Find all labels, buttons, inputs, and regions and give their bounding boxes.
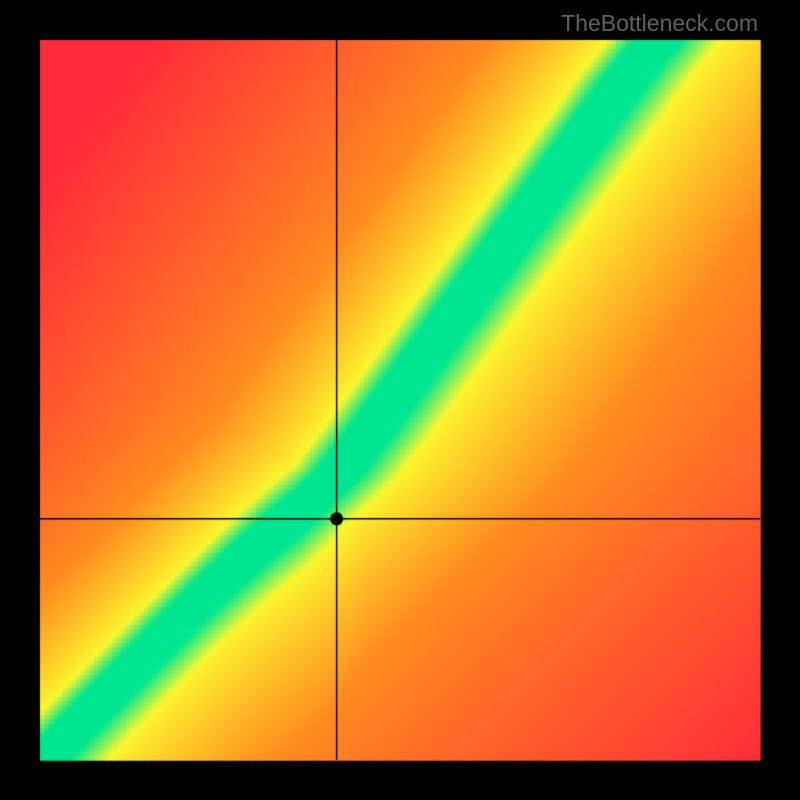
bottleneck-heatmap <box>0 0 800 800</box>
attribution-text: TheBottleneck.com <box>561 10 758 37</box>
chart-container: TheBottleneck.com <box>0 0 800 800</box>
